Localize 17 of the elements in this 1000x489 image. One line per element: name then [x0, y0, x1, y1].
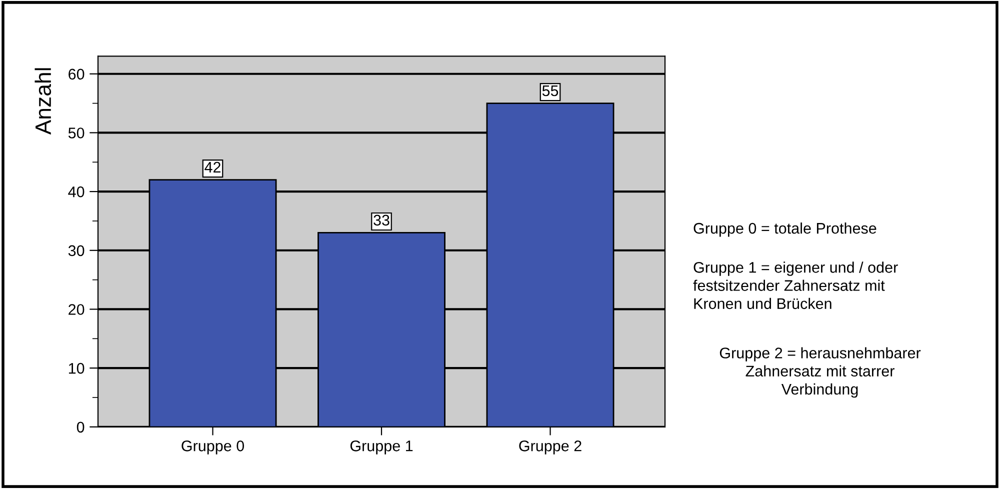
x-tick-label: Gruppe 2	[519, 440, 582, 454]
y-tick-label: 50	[68, 128, 84, 138]
y-tick-label: 20	[68, 304, 84, 315]
x-tick-label: Gruppe 1	[350, 440, 413, 454]
data-label: 33	[374, 214, 390, 226]
y-tick-label: 60	[68, 68, 84, 80]
data-label: 55	[542, 86, 558, 96]
text: Gruppe 2 = herausnehmbarer Zahnersatz mit starrer Verbindung	[720, 347, 921, 398]
y-tick-label: 0	[76, 422, 84, 433]
y-tick-label: 10	[68, 362, 84, 374]
text: Gruppe 0 = totale Prothese	[694, 222, 876, 237]
y-axis-title: Anzahl	[34, 68, 52, 135]
x-tick-label: Gruppe 0	[182, 440, 244, 454]
y-tick-label: 40	[68, 186, 84, 198]
y-tick-label: 30	[68, 245, 84, 256]
data-label: 42	[204, 162, 220, 172]
text: Gruppe 1 = eigener und / oder festsitzender Zahnersatz mit Kronen und Brücken	[693, 262, 898, 310]
